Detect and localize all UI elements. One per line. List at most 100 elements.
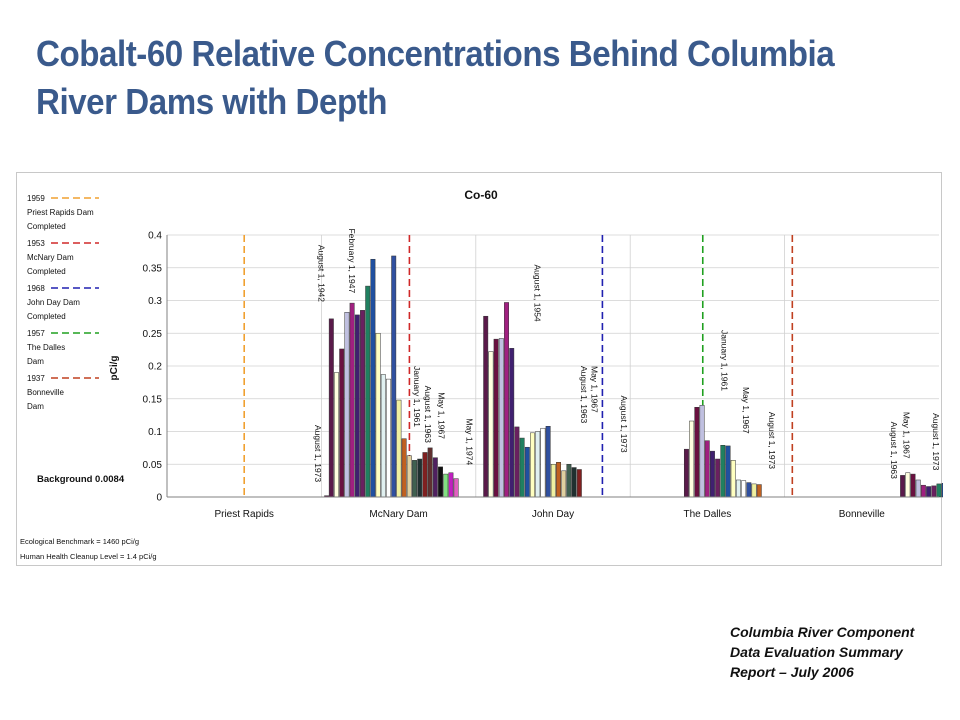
bar bbox=[746, 482, 752, 498]
bar bbox=[504, 302, 509, 498]
bar bbox=[432, 457, 438, 498]
credit-line: Columbia River Component bbox=[730, 624, 915, 640]
legend-entry-text: 1959 bbox=[27, 194, 45, 203]
date-annotation: August 1, 1973 bbox=[931, 413, 941, 470]
legend-entry-text: John Day Dam bbox=[27, 298, 80, 307]
date-annotation: August 1, 1963 bbox=[423, 386, 433, 443]
bar bbox=[514, 426, 520, 498]
credit-line: Report – July 2006 bbox=[730, 664, 854, 680]
date-annotation: August 1, 1973 bbox=[619, 395, 629, 452]
bar bbox=[334, 372, 339, 498]
y-tick-label: 0.25 bbox=[143, 329, 163, 340]
legend-entry-text: 1957 bbox=[27, 329, 45, 338]
legend-entry-text: Dam bbox=[27, 357, 44, 366]
bar bbox=[920, 484, 926, 498]
bar bbox=[540, 427, 546, 498]
bar bbox=[751, 483, 757, 498]
bar bbox=[556, 462, 561, 498]
date-annotation: May 1, 1967 bbox=[590, 366, 600, 413]
y-tick-label: 0.15 bbox=[143, 394, 163, 405]
chart-bars bbox=[324, 255, 943, 498]
chart-frame: Co-60 0 0.05 0.1 0.15 0.2 0.25 0.3 0.35 0.4 Pries… bbox=[16, 172, 943, 566]
date-annotation: May 1, 1967 bbox=[437, 392, 447, 439]
bar bbox=[561, 470, 567, 498]
bar bbox=[900, 475, 906, 498]
bar bbox=[926, 486, 932, 498]
bar bbox=[401, 438, 407, 498]
date-annotation: August 1, 1954 bbox=[532, 264, 542, 321]
bar bbox=[545, 426, 551, 498]
slide-title: Cobalt-60 Relative Concentrations Behind… bbox=[36, 33, 835, 122]
bar bbox=[328, 318, 334, 498]
bar bbox=[576, 469, 582, 498]
bar bbox=[715, 458, 721, 498]
y-tick-label: 0.35 bbox=[143, 263, 163, 274]
y-tick-label: 0.1 bbox=[148, 427, 162, 438]
bar bbox=[535, 431, 541, 498]
legend-entry-text: McNary Dam bbox=[27, 253, 74, 262]
x-category-label: McNary Dam bbox=[369, 509, 427, 520]
legend-entry-text: Completed bbox=[27, 222, 66, 231]
date-annotation: May 1, 1974 bbox=[465, 418, 475, 465]
bar bbox=[365, 285, 371, 498]
date-annotation: January 1, 1961 bbox=[412, 366, 422, 427]
bar bbox=[936, 483, 942, 498]
bar bbox=[349, 302, 355, 498]
bar bbox=[391, 255, 397, 498]
date-annotations: August 1, 1942 February 1, 1947 January 1,… bbox=[313, 228, 941, 482]
chart-grid bbox=[167, 234, 939, 497]
co60-chart: Co-60 0 0.05 0.1 0.15 0.2 0.25 0.3 0.35 0.4 Pries… bbox=[20, 188, 943, 561]
bar bbox=[354, 314, 360, 498]
bar bbox=[339, 348, 345, 498]
y-axis-label: pCi/g bbox=[109, 356, 120, 381]
bar bbox=[530, 432, 535, 498]
legend-entry-text: The Dalles bbox=[27, 343, 65, 352]
bar bbox=[915, 479, 921, 498]
y-tick-label: 0 bbox=[156, 493, 162, 504]
bar bbox=[483, 315, 489, 498]
y-tick-label: 0.3 bbox=[148, 296, 162, 307]
bar bbox=[725, 445, 731, 498]
credit-line: Data Evaluation Summary bbox=[730, 644, 903, 660]
bar bbox=[396, 399, 402, 498]
legend-entry-text: Completed bbox=[27, 312, 66, 321]
date-annotation: February 1, 1947 bbox=[347, 228, 357, 293]
bar bbox=[453, 478, 459, 498]
bar bbox=[509, 348, 515, 498]
x-category-label: Bonneville bbox=[839, 509, 886, 520]
bar bbox=[422, 452, 428, 498]
legend-entry-text: Bonneville bbox=[27, 388, 64, 397]
bar bbox=[694, 407, 700, 498]
y-tick-label: 0.05 bbox=[143, 460, 163, 471]
bar bbox=[406, 455, 412, 498]
bar bbox=[683, 448, 689, 498]
bar bbox=[493, 338, 499, 498]
bar bbox=[720, 445, 726, 498]
bar bbox=[689, 420, 695, 498]
bar bbox=[550, 464, 556, 498]
bar bbox=[417, 458, 423, 498]
bar bbox=[375, 333, 381, 498]
bar bbox=[741, 480, 747, 498]
chart-legend: 1959 Priest Rapids Dam Completed 1953 McNary… bbox=[27, 194, 99, 411]
bar bbox=[571, 467, 577, 498]
bar bbox=[941, 482, 943, 498]
bar bbox=[910, 473, 916, 498]
bar bbox=[756, 484, 762, 498]
bar bbox=[498, 338, 504, 498]
x-category-label: Priest Rapids bbox=[214, 509, 273, 520]
x-category-label: The Dalles bbox=[683, 509, 731, 520]
bar bbox=[443, 473, 449, 498]
note-ecological-benchmark: Ecological Benchmark = 1460 pCi/g bbox=[20, 537, 139, 546]
bar bbox=[704, 440, 710, 498]
bar bbox=[905, 472, 911, 498]
legend-entry-text: Completed bbox=[27, 267, 66, 276]
bar bbox=[360, 310, 365, 498]
note-human-health-level: Human Health Cleanup Level = 1.4 pCi/g bbox=[20, 552, 157, 561]
legend-entry-text: 1968 bbox=[27, 284, 45, 293]
bar bbox=[370, 258, 376, 498]
legend-entry-text: Priest Rapids Dam bbox=[27, 208, 94, 217]
legend-entry-text: 1937 bbox=[27, 374, 45, 383]
y-tick-label: 0.2 bbox=[148, 362, 162, 373]
bar bbox=[524, 446, 530, 498]
